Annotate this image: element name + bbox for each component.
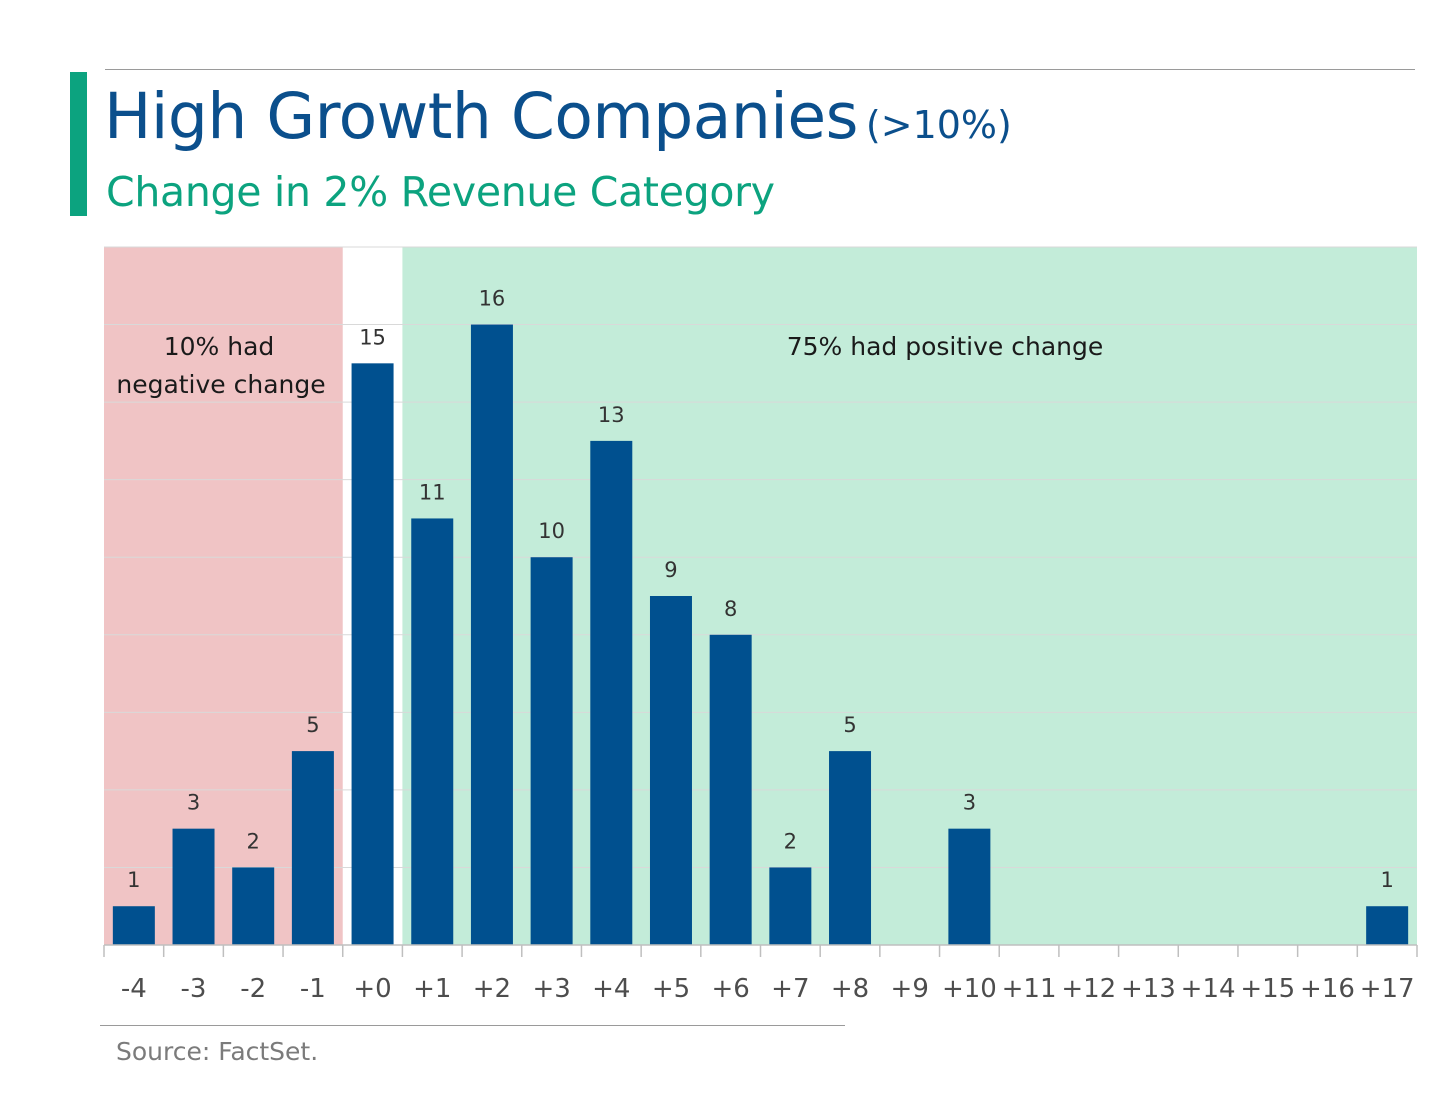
bar-+10 [948, 828, 991, 945]
x-tick-label-+3: +3 [532, 974, 570, 1004]
data-label-+8: 5 [843, 713, 856, 737]
x-axis [103, 944, 1418, 957]
chart-title: High Growth Companies (>10%) [104, 80, 1012, 153]
x-tick-label--1: -1 [300, 974, 326, 1004]
positive-annotation: 75% had positive change [787, 332, 1104, 361]
bar--1 [291, 751, 334, 945]
data-label--4: 1 [127, 868, 140, 892]
bar-+8 [829, 751, 872, 945]
bar--3 [172, 828, 215, 945]
chart-title-main: High Growth Companies [104, 80, 858, 153]
x-tick-label--4: -4 [121, 974, 147, 1004]
x-tick-label-+17: +17 [1360, 974, 1415, 1004]
data-label-+10: 3 [963, 791, 976, 815]
x-tick-label-+1: +1 [413, 974, 451, 1004]
bar-+0 [351, 363, 394, 945]
bar-+5 [649, 596, 692, 945]
bar-+7 [769, 867, 812, 945]
x-tick-label-+7: +7 [771, 974, 809, 1004]
x-tick-label-+5: +5 [652, 974, 690, 1004]
bars [112, 324, 1409, 945]
data-label-+4: 13 [598, 403, 625, 427]
data-label--2: 2 [247, 829, 260, 853]
x-tick-label-+14: +14 [1181, 974, 1236, 1004]
x-tick-label-+10: +10 [942, 974, 997, 1004]
data-label-+1: 11 [419, 480, 446, 504]
x-tick-label-+16: +16 [1300, 974, 1355, 1004]
negative-annotation-line1: 10% had [164, 332, 275, 361]
data-label-+0: 15 [359, 325, 386, 349]
data-label-+7: 2 [784, 829, 797, 853]
data-label-+5: 9 [664, 558, 677, 582]
data-label-+2: 16 [479, 287, 506, 311]
data-label-+3: 10 [538, 519, 565, 543]
source-note: Source: FactSet. [116, 1037, 319, 1066]
x-tick-label-+9: +9 [891, 974, 929, 1004]
bar-+4 [590, 440, 633, 945]
x-tick-label-+12: +12 [1061, 974, 1116, 1004]
data-label--1: 5 [306, 713, 319, 737]
bar-+17 [1366, 906, 1409, 945]
chart-subtitle: Change in 2% Revenue Category [106, 168, 775, 216]
bottom-rule [100, 1025, 845, 1026]
x-tick-label-+6: +6 [711, 974, 749, 1004]
data-label-+6: 8 [724, 597, 737, 621]
x-tick-label-+0: +0 [353, 974, 391, 1004]
bar-+6 [709, 634, 752, 945]
x-tick-labels: -4 -3 -2 -1 +0 +1 +2 +3 +4 +5 +6 +7 +8 +9 +10 +11 +12 +13… [121, 974, 1415, 1004]
x-tick-label--3: -3 [181, 974, 207, 1004]
negative-annotation-line2: negative change [116, 370, 325, 399]
x-tick-label-+13: +13 [1121, 974, 1176, 1004]
data-label--3: 3 [187, 791, 200, 815]
bar-+2 [470, 324, 513, 945]
x-tick-label-+8: +8 [831, 974, 869, 1004]
data-label-+17: 1 [1380, 868, 1393, 892]
x-tick-label-+15: +15 [1240, 974, 1295, 1004]
x-tick-label-+11: +11 [1002, 974, 1057, 1004]
chart-title-suffix: (>10%) [865, 103, 1012, 147]
x-tick-label-+2: +2 [473, 974, 511, 1004]
x-tick-label--2: -2 [240, 974, 266, 1004]
bar--2 [232, 867, 275, 945]
accent-bar [70, 72, 87, 216]
bar-+3 [530, 557, 573, 945]
region-annotations: 10% had negative change 75% had positive… [116, 332, 1103, 399]
bar--4 [112, 906, 155, 945]
x-tick-label-+4: +4 [592, 974, 630, 1004]
top-rule [105, 69, 1415, 70]
bar-+1 [411, 518, 454, 945]
